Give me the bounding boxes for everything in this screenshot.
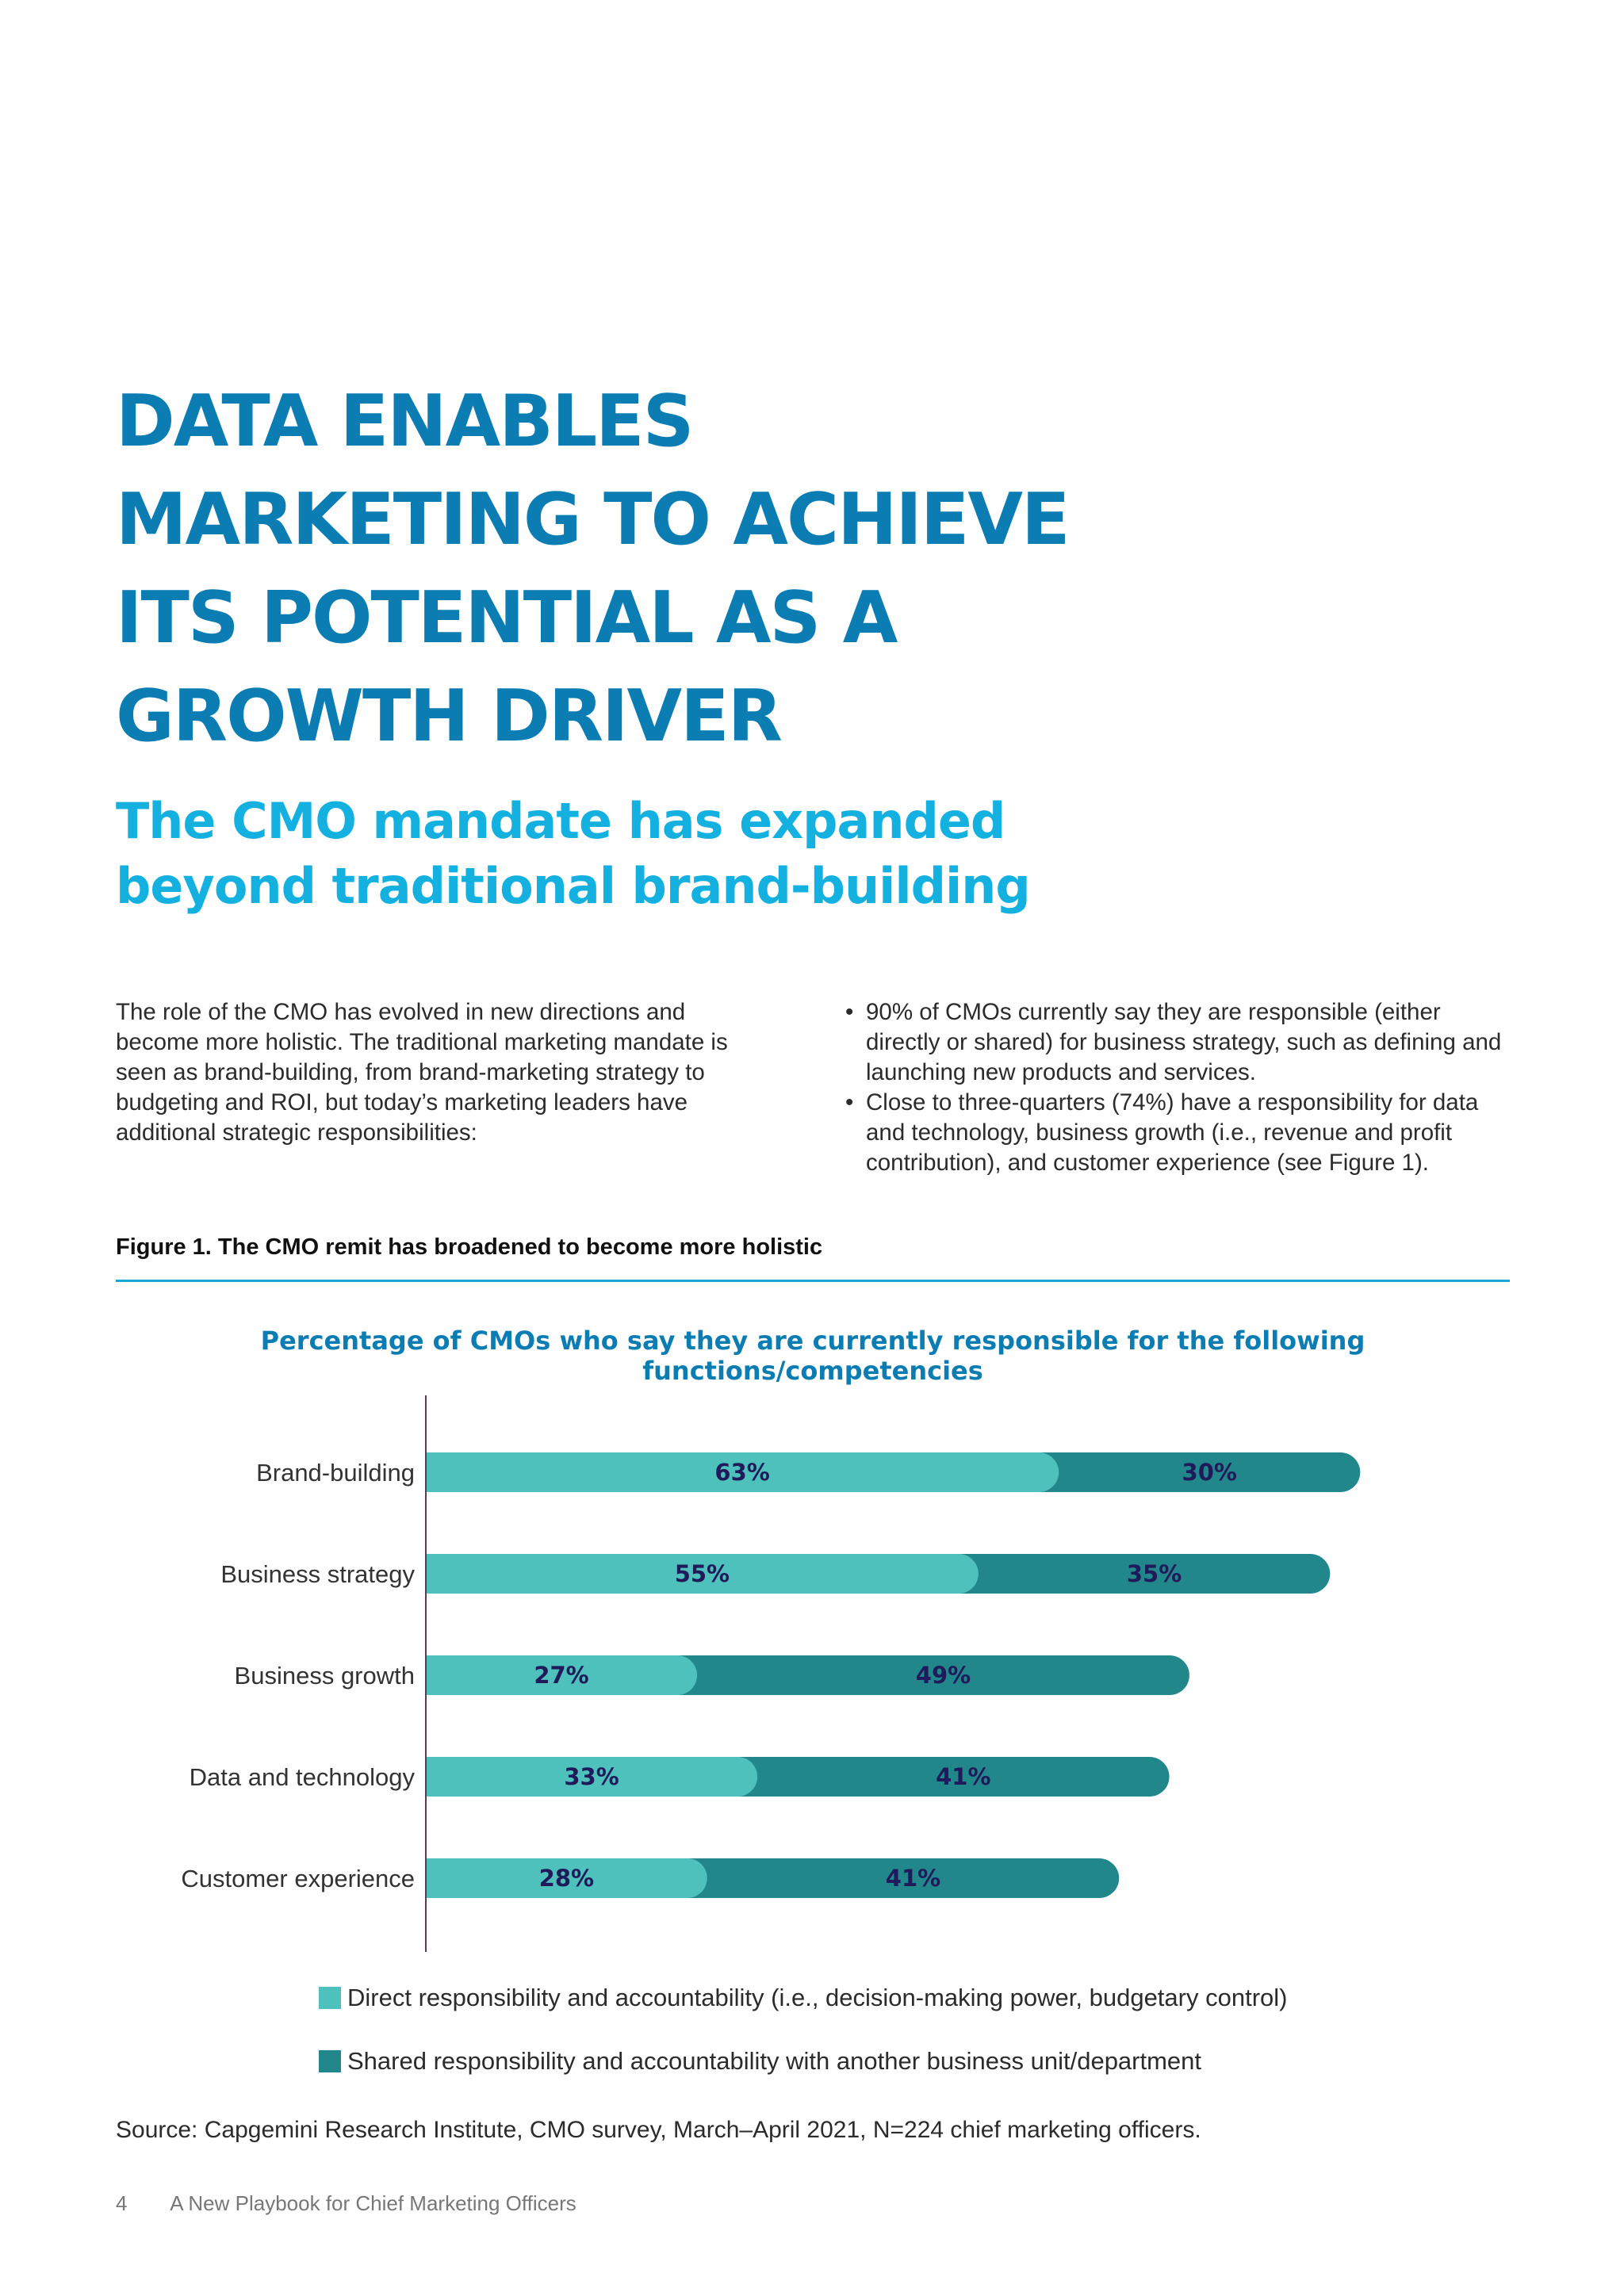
data-label-direct: 28%: [539, 1865, 594, 1892]
category-label: Business growth: [235, 1662, 415, 1689]
title-line: MARKETING TO ACHIEVE: [116, 478, 1071, 561]
data-label-direct: 55%: [675, 1560, 730, 1587]
figure-caption: Figure 1. The CMO remit has broadened to…: [116, 1234, 823, 1260]
legend-label-shared: Shared responsibility and accountability…: [347, 2047, 1202, 2075]
legend-swatch-direct: [319, 1987, 341, 2009]
bar-direct: [426, 1757, 758, 1797]
data-label-shared: 41%: [886, 1865, 940, 1892]
category-label: Brand-building: [256, 1459, 415, 1487]
category-label: Customer experience: [181, 1865, 415, 1892]
bar-direct-body: [426, 1655, 678, 1695]
publication-title: A New Playbook for Chief Marketing Offic…: [170, 2191, 576, 2215]
page-footer: 4 A New Playbook for Chief Marketing Off…: [116, 2191, 576, 2216]
bar-direct-body: [426, 1858, 688, 1898]
chart-legend: Direct responsibility and accountability…: [319, 1980, 1508, 2107]
data-label-shared: 30%: [1182, 1459, 1237, 1486]
title-line: GROWTH DRIVER: [116, 675, 783, 758]
data-label-direct: 27%: [534, 1662, 588, 1689]
bar-direct-body: [426, 1452, 1040, 1492]
bullet-item: Close to three-quarters (74%) have a res…: [842, 1088, 1516, 1178]
subtitle-line: The CMO mandate has expanded: [116, 792, 1005, 850]
bar-direct: [426, 1452, 1059, 1492]
subtitle-line: beyond traditional brand-building: [116, 857, 1031, 915]
legend-label-direct: Direct responsibility and accountability…: [347, 1984, 1288, 2011]
figure-source: Source: Capgemini Research Institute, CM…: [116, 2117, 1201, 2143]
page-number: 4: [116, 2191, 128, 2215]
intro-paragraph: The role of the CMO has evolved in new d…: [116, 999, 728, 1146]
data-label-shared: 35%: [1127, 1560, 1182, 1587]
bar-direct: [426, 1554, 979, 1594]
legend-swatch-shared: [319, 2050, 341, 2072]
bar-direct-body: [426, 1554, 959, 1594]
bar-direct: [426, 1858, 707, 1898]
data-label-direct: 33%: [564, 1763, 619, 1790]
title-line: ITS POTENTIAL AS A: [116, 576, 898, 660]
data-label-direct: 63%: [714, 1459, 769, 1486]
data-label-shared: 49%: [916, 1662, 971, 1689]
legend-item-direct: Direct responsibility and accountability…: [319, 1980, 1508, 2015]
responsibility-bullets: 90% of CMOs currently say they are respo…: [842, 997, 1516, 1178]
section-subtitle: The CMO mandate has expanded beyond trad…: [116, 789, 1147, 919]
bar-direct: [426, 1655, 698, 1695]
chart-title: Percentage of CMOs who say they are curr…: [260, 1326, 1365, 1386]
figure-divider: [116, 1280, 1510, 1282]
bullet-item: 90% of CMOs currently say they are respo…: [842, 997, 1516, 1088]
legend-item-shared: Shared responsibility and accountability…: [319, 2044, 1508, 2079]
category-label: Data and technology: [190, 1763, 416, 1791]
title-line: DATA ENABLES: [116, 380, 694, 463]
category-label: Business strategy: [220, 1560, 415, 1588]
page-title: DATA ENABLES MARKETING TO ACHIEVE ITS PO…: [116, 373, 1147, 766]
data-label-shared: 41%: [936, 1763, 990, 1790]
bar-direct-body: [426, 1757, 738, 1797]
stacked-bar-chart: Brand-building 63% 30% Business strategy 55%…: [181, 1395, 1361, 1952]
